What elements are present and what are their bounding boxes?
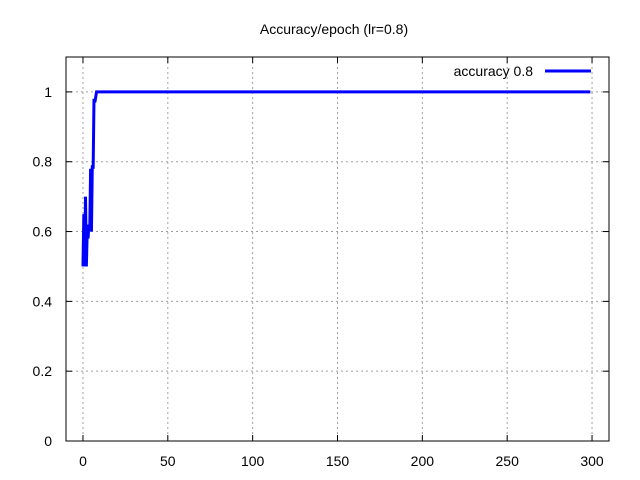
x-tick-label-5: 250 (496, 453, 520, 469)
legend: accuracy 0.8 (454, 63, 591, 79)
x-tick-label-1: 50 (160, 453, 176, 469)
x-tick-label-3: 150 (326, 453, 350, 469)
series-lines (81, 90, 591, 267)
y-tick-label-1: 0.2 (33, 363, 53, 379)
series-line-0 (81, 90, 591, 267)
y-tick-label-0: 0 (44, 433, 52, 449)
legend-label-0: accuracy 0.8 (454, 63, 534, 79)
y-tick-label-2: 0.4 (33, 293, 53, 309)
chart-title: Accuracy/epoch (lr=0.8) (260, 21, 408, 37)
x-tick-label-0: 0 (79, 453, 87, 469)
x-tick-label-6: 300 (580, 453, 604, 469)
grid-lines (66, 57, 609, 442)
axes: 0 50 100 150 200 250 300 0 0.2 0.4 0.6 0.8 1 (33, 56, 610, 469)
y-tick-label-3: 0.6 (33, 224, 53, 240)
x-tick-label-2: 100 (241, 453, 265, 469)
y-tick-label-5: 1 (44, 84, 52, 100)
y-tick-label-4: 0.8 (33, 154, 53, 170)
x-tick-label-4: 200 (411, 453, 435, 469)
